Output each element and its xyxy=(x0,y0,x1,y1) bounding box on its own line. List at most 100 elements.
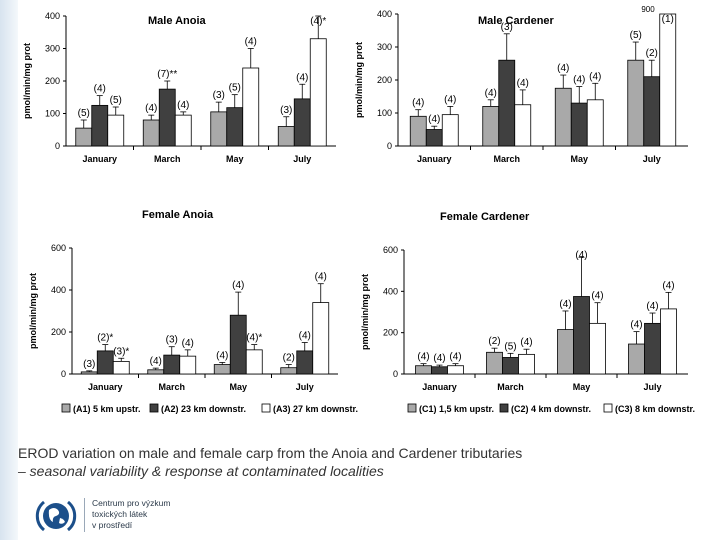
bar xyxy=(570,102,588,147)
sample-size-label: (4) xyxy=(646,301,658,312)
y-axis-label: pmol/min/mg prot xyxy=(354,42,364,118)
bar xyxy=(554,87,572,147)
sample-size-label: (4) xyxy=(417,352,429,363)
chart-title: Male Anoia xyxy=(148,15,207,27)
sample-size-label: (4) xyxy=(150,356,162,367)
sample-size-label: (4) xyxy=(573,75,585,86)
sample-size-label: (3) xyxy=(83,359,95,370)
bar xyxy=(245,349,263,375)
bar xyxy=(226,107,244,147)
y-axis-label: pmol/min/mg prot xyxy=(360,274,370,350)
y-tick-label: 400 xyxy=(377,9,392,19)
sample-size-label: (4) xyxy=(449,352,461,363)
sample-size-label: (4) xyxy=(485,88,497,99)
x-tick-label: January xyxy=(88,382,123,392)
sample-size-label: (4) xyxy=(232,280,244,291)
bar xyxy=(229,314,247,375)
x-tick-label: January xyxy=(417,154,452,164)
sample-size-label: (5) xyxy=(630,30,642,41)
sample-size-label: (3)* xyxy=(113,346,129,357)
sample-size-label: (3) xyxy=(501,22,513,33)
legend-swatch xyxy=(149,403,159,413)
sample-size-label: (4) xyxy=(145,103,157,114)
bar xyxy=(514,104,532,147)
legend-label: (A1) 5 km upstr. xyxy=(73,404,141,414)
sample-size-label: (4) xyxy=(296,72,308,83)
sample-size-label: (4) xyxy=(557,63,569,74)
x-tick-label: May xyxy=(226,154,244,164)
bar xyxy=(486,351,503,375)
sample-size-label: (4) xyxy=(94,84,106,95)
sample-size-label: (4) xyxy=(559,299,571,310)
bar xyxy=(158,88,176,147)
y-tick-label: 0 xyxy=(387,141,392,151)
y-tick-label: 400 xyxy=(51,285,66,295)
bar xyxy=(210,111,228,147)
x-tick-label: January xyxy=(82,154,117,164)
sample-size-label: (3) xyxy=(166,335,178,346)
x-tick-label: March xyxy=(493,154,520,164)
sample-size-label: (4) xyxy=(216,350,228,361)
sample-size-label: (4) xyxy=(299,331,311,342)
bar xyxy=(179,355,197,375)
bar xyxy=(75,127,93,147)
y-tick-label: 600 xyxy=(383,245,398,255)
bar xyxy=(518,353,535,375)
plot-area xyxy=(72,248,338,374)
institution-logo: Centrum pro výzkum toxických látek v pro… xyxy=(34,496,234,536)
y-tick-label: 0 xyxy=(61,369,66,379)
bar xyxy=(589,322,606,375)
y-tick-label: 100 xyxy=(377,108,392,118)
sample-size-label: (2)* xyxy=(97,333,113,344)
y-tick-label: 200 xyxy=(383,328,398,338)
sample-size-label: (4) xyxy=(630,320,642,331)
bar xyxy=(431,366,448,375)
x-tick-label: March xyxy=(158,382,185,392)
bar xyxy=(309,38,327,147)
axis-break-annotation: 900 xyxy=(641,5,655,14)
x-tick-label: July xyxy=(296,382,314,392)
bar xyxy=(142,119,160,147)
sample-size-label: (4) xyxy=(315,272,327,283)
bar xyxy=(482,106,500,147)
globe-logo-icon xyxy=(35,500,77,532)
bar xyxy=(557,329,574,375)
sample-size-label: (4) xyxy=(444,94,456,105)
bar xyxy=(91,104,109,147)
x-tick-label: January xyxy=(422,382,457,392)
chart-title: Female Cardener xyxy=(440,211,530,223)
sample-size-label: (4) xyxy=(589,71,601,82)
sample-size-label: (3) xyxy=(213,90,225,101)
bar xyxy=(586,99,604,147)
bar xyxy=(659,13,677,147)
y-tick-label: 0 xyxy=(55,141,60,151)
sample-size-label: (2) xyxy=(283,353,295,364)
bar xyxy=(277,126,295,147)
bar xyxy=(280,367,298,375)
sample-size-label: (5) xyxy=(229,83,241,94)
sample-size-label: (4) xyxy=(412,98,424,109)
x-tick-label: July xyxy=(293,154,311,164)
logo-text: Centrum pro výzkum toxických látek v pro… xyxy=(92,498,170,531)
sample-size-label: (4) xyxy=(428,114,440,125)
sample-size-label: (2) xyxy=(488,336,500,347)
bar xyxy=(147,369,165,375)
sample-size-label: (3) xyxy=(280,105,292,116)
y-tick-label: 300 xyxy=(377,42,392,52)
bar xyxy=(447,365,464,375)
y-tick-label: 200 xyxy=(51,327,66,337)
chart-title: Female Anoia xyxy=(142,209,214,221)
legend-swatch xyxy=(499,403,509,413)
legend-swatch xyxy=(261,403,271,413)
legend-label: (C3) 8 km downstr. xyxy=(615,404,695,414)
logo-line-2: toxických látek xyxy=(92,509,148,519)
logo-line-1: Centrum pro výzkum xyxy=(92,498,171,508)
sample-size-label: (4)* xyxy=(310,16,326,27)
sample-size-label: (4) xyxy=(662,280,674,291)
x-tick-label: May xyxy=(229,382,247,392)
sample-size-label: (2) xyxy=(646,48,658,59)
logo-line-3: v prostředí xyxy=(92,520,133,530)
bar xyxy=(107,114,125,147)
bar xyxy=(498,59,516,147)
sample-size-label: (4) xyxy=(520,337,532,348)
